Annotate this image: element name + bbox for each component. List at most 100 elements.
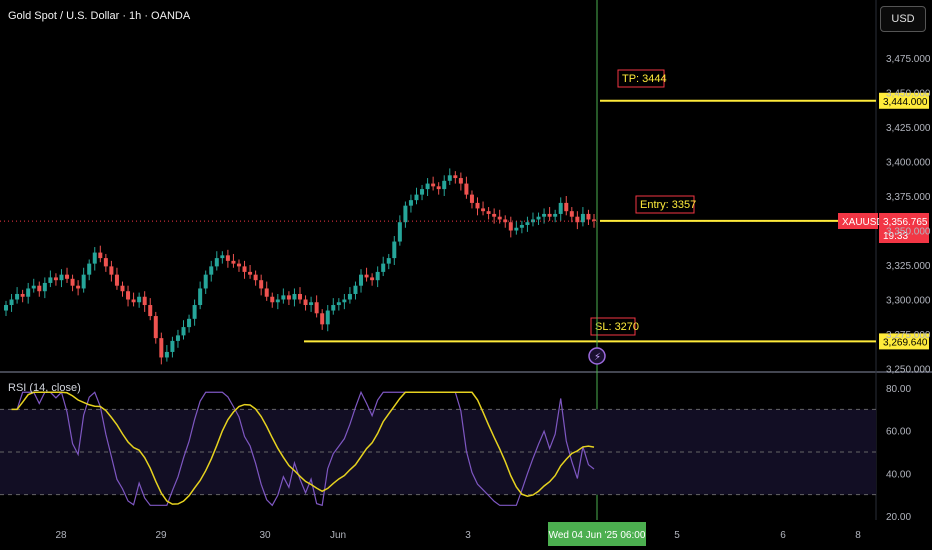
candle-body (175, 335, 180, 341)
candle-body (514, 227, 519, 231)
alert-icon (588, 347, 606, 365)
candle-body (392, 241, 397, 259)
rsi-tick-label: 80.00 (886, 384, 911, 395)
candle-body (408, 200, 413, 206)
rsi-ma-line (11, 391, 595, 505)
time-tick-label: 3 (465, 530, 471, 541)
candle-body (586, 213, 591, 220)
price-tick-label: 3,375.000 (886, 192, 931, 203)
candle-body (81, 274, 86, 289)
candle-body (381, 263, 386, 272)
price-tick-label: 3,275.000 (886, 330, 931, 341)
candle-body (220, 255, 225, 259)
lightning-icon: ⚡ (594, 352, 601, 363)
candle-body (164, 351, 169, 358)
candle-body (53, 277, 58, 281)
candle-body (37, 285, 42, 292)
candle-body (580, 213, 585, 223)
candle-body (336, 302, 341, 306)
candle-body (475, 202, 480, 209)
candle-body (15, 293, 20, 300)
axes: 3,475.000 3,450.000 3,425.000 3,400.000 3,37… (55, 54, 931, 546)
candle-body (225, 255, 230, 261)
candle-body (436, 186, 441, 190)
candle-body (9, 299, 14, 306)
candle-body (569, 211, 574, 217)
candle-body (281, 295, 286, 300)
candle-body (508, 222, 513, 231)
candle-body (231, 260, 236, 264)
candle-body (486, 211, 491, 214)
candle-body (4, 305, 8, 311)
current-price-badge-bg (879, 213, 929, 243)
candle-body (142, 296, 147, 306)
price-tick-label: 3,325.000 (886, 261, 931, 272)
candle-body (59, 274, 64, 281)
candles (4, 168, 596, 365)
candle-body (519, 224, 524, 228)
tp-label-box (617, 69, 665, 88)
candle-body (98, 252, 103, 259)
candle-body (458, 178, 463, 184)
price-tick-label: 3,350.000 (886, 227, 931, 238)
candle-body (542, 213, 547, 217)
candle-body (503, 219, 508, 223)
price-tick-label: 3,300.000 (886, 296, 931, 307)
candle-body (525, 222, 530, 225)
candle-body (347, 293, 352, 300)
candle-body (292, 293, 297, 300)
price-tick-label: 3,250.000 (886, 365, 931, 376)
trade-levels: TP: 3444 Entry: 3357 SL: 3270 3,444.000 3,26… (0, 0, 929, 520)
candle-body (270, 296, 275, 303)
rsi-tick-label: 40.00 (886, 469, 911, 480)
candle-body (264, 288, 269, 297)
rsi-line (11, 390, 595, 507)
currency-button[interactable]: USD (880, 6, 926, 32)
candle-body (442, 180, 447, 190)
candle-body (481, 208, 486, 212)
candle-body (309, 302, 314, 306)
candle-body (209, 266, 214, 275)
time-tick-label: 29 (155, 530, 167, 541)
sl-price-tag-bg (879, 333, 929, 350)
candle-body (181, 327, 186, 336)
candle-body (20, 293, 25, 297)
candle-body (359, 274, 364, 286)
price-tick-label: 3,400.000 (886, 158, 931, 169)
candle-body (236, 263, 241, 267)
candle-body (536, 216, 541, 220)
candle-body (26, 288, 31, 297)
candle-body (87, 263, 92, 275)
candle-body (126, 291, 131, 300)
entry-label: Entry: 3357 (640, 199, 696, 211)
candle-body (187, 318, 192, 328)
time-tick-label: 28 (55, 530, 67, 541)
candle-body (592, 219, 596, 221)
candle-body (320, 313, 325, 325)
current-price: 3,356.765 (883, 217, 928, 228)
candle-body (342, 299, 347, 303)
candle-body (370, 277, 375, 281)
time-tick-label: 6 (780, 530, 786, 541)
sl-label: SL: 3270 (595, 321, 639, 333)
candle-body (148, 305, 153, 317)
candle-body (286, 295, 291, 300)
candle-body (42, 282, 47, 292)
candle-body (375, 271, 380, 281)
candle-body (564, 202, 569, 212)
candle-body (109, 266, 114, 275)
candle-body (242, 266, 247, 272)
entry-label-box (635, 195, 695, 214)
candle-body (425, 183, 430, 190)
candle-body (325, 310, 330, 325)
candle-body (314, 302, 319, 314)
candle-body (558, 202, 563, 214)
candle-body (453, 175, 458, 179)
rsi-tick-label: 20.00 (886, 512, 911, 523)
tp-price-tag: 3,444.000 (883, 97, 928, 108)
candle-body (397, 222, 402, 242)
price-tick-label: 3,475.000 (886, 54, 931, 65)
candle-body (253, 274, 258, 281)
candle-body (420, 189, 425, 195)
